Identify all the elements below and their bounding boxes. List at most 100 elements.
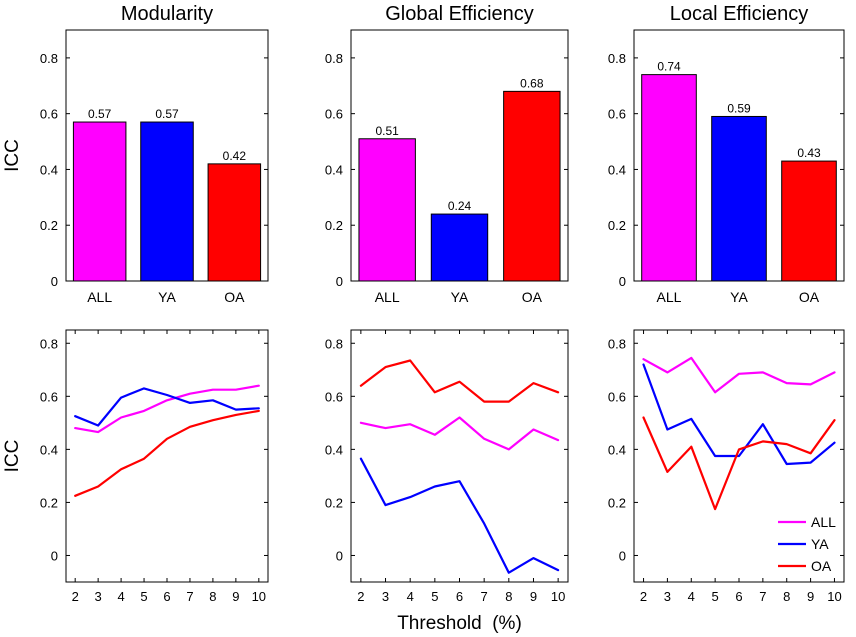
bar-panel-3: Local Efficiency 0 0.2 0.4 0.6 0.8 0.74 ALL 0.59… <box>608 3 845 305</box>
series-line-ya <box>359 457 560 574</box>
x-tick-label: 10 <box>827 589 841 604</box>
bar-all <box>72 121 127 282</box>
y-tick-label: 0.6 <box>40 107 58 122</box>
bar-all <box>358 138 416 282</box>
x-tick-label: 3 <box>664 589 671 604</box>
bar-oa <box>207 163 262 282</box>
y-tick-label: 0 <box>619 548 626 563</box>
x-tick-label: 5 <box>712 589 719 604</box>
plot-frame <box>350 29 569 282</box>
x-category-label: ALL <box>657 289 682 305</box>
plot-frame <box>65 29 269 282</box>
series-line-oa <box>642 416 836 511</box>
y-tick-label: 0 <box>51 548 58 563</box>
y-axis-title: ICC <box>2 139 23 172</box>
bar-value-label: 0.59 <box>727 101 751 115</box>
y-tick-label: 0.4 <box>325 442 343 457</box>
x-axis-title: Threshold (%) <box>397 613 522 634</box>
x-tick-label: 6 <box>735 589 742 604</box>
bar-oa <box>503 90 561 282</box>
x-category-label: YA <box>451 289 469 305</box>
bar-panel-2: Global Efficiency 0 0.2 0.4 0.6 0.8 0.51 ALL 0.2… <box>325 3 569 305</box>
x-tick-label: 9 <box>232 589 239 604</box>
x-category-label: ALL <box>375 289 400 305</box>
bar-value-label: 0.42 <box>223 149 247 163</box>
x-tick-label: 8 <box>209 589 216 604</box>
series-line-all <box>74 384 260 434</box>
y-tick-label: 0.8 <box>40 51 58 66</box>
y-tick-label: 0.4 <box>608 442 626 457</box>
y-tick-label: 0.6 <box>608 107 626 122</box>
x-category-label: OA <box>799 289 820 305</box>
panel-title: Local Efficiency <box>670 3 809 25</box>
x-tick-label: 2 <box>357 589 364 604</box>
bar-value-label: 0.57 <box>155 107 179 121</box>
legend: ALL YA OA <box>778 514 836 574</box>
x-category-label: ALL <box>87 289 112 305</box>
x-tick-label: 3 <box>382 589 389 604</box>
y-tick-label: 0.4 <box>40 162 58 177</box>
series-line-all <box>642 356 836 394</box>
x-tick-label: 10 <box>252 589 266 604</box>
y-tick-label: 0.8 <box>40 336 58 351</box>
x-tick-label: 5 <box>140 589 147 604</box>
panel-title: Global Efficiency <box>385 3 534 25</box>
bar-value-label: 0.57 <box>88 107 112 121</box>
x-tick-label: 4 <box>117 589 124 604</box>
series-line-oa <box>74 409 260 497</box>
x-tick-label: 4 <box>407 589 414 604</box>
y-tick-label: 0.8 <box>608 51 626 66</box>
bar-ya <box>430 213 489 282</box>
y-tick-label: 0.2 <box>40 218 58 233</box>
series-line-all <box>359 416 560 451</box>
x-tick-label: 4 <box>688 589 695 604</box>
x-category-label: OA <box>224 289 245 305</box>
x-tick-label: 7 <box>186 589 193 604</box>
x-tick-label: 7 <box>759 589 766 604</box>
y-tick-label: 0 <box>336 274 343 289</box>
series-line-oa <box>359 359 560 403</box>
plot-frame <box>65 329 269 583</box>
y-tick-label: 0 <box>51 274 58 289</box>
y-tick-label: 0.2 <box>325 218 343 233</box>
x-tick-label: 8 <box>505 589 512 604</box>
y-tick-label: 0 <box>336 548 343 563</box>
y-tick-label: 0 <box>619 274 626 289</box>
x-tick-label: 6 <box>456 589 463 604</box>
line-panel-2: 0 0.2 0.4 0.6 0.8 2 3 4 5 6 7 8 9 10 Threshold (%) <box>325 329 569 634</box>
legend-label: OA <box>811 558 832 574</box>
x-tick-label: 2 <box>640 589 647 604</box>
y-tick-label: 0.8 <box>608 336 626 351</box>
x-tick-label: 9 <box>530 589 537 604</box>
x-category-label: OA <box>522 289 543 305</box>
bar-ya <box>711 115 767 282</box>
y-tick-label: 0.4 <box>325 162 343 177</box>
line-panel-1: 0 0.2 0.4 0.6 0.8 2 3 4 5 6 7 8 9 10 ICC <box>2 329 269 604</box>
plot-frame <box>633 329 845 583</box>
bar-oa <box>781 160 837 282</box>
y-tick-label: 0.6 <box>608 389 626 404</box>
plot-frame <box>350 329 569 583</box>
x-tick-label: 9 <box>807 589 814 604</box>
x-category-label: YA <box>730 289 748 305</box>
y-tick-label: 0.8 <box>325 336 343 351</box>
series-line-ya <box>74 387 260 427</box>
bar-value-label: 0.24 <box>448 199 472 213</box>
x-tick-label: 6 <box>163 589 170 604</box>
y-tick-label: 0.4 <box>608 162 626 177</box>
x-tick-label: 8 <box>783 589 790 604</box>
bar-panel-1: Modularity 0 0.2 0.4 0.6 0.8 0.57 ALL 0.57 YA 0.42… <box>2 3 269 305</box>
plot-frame <box>633 29 845 282</box>
x-tick-label: 2 <box>72 589 79 604</box>
bar-value-label: 0.74 <box>657 60 681 74</box>
x-tick-label: 5 <box>431 589 438 604</box>
bar-value-label: 0.51 <box>375 124 399 138</box>
x-tick-label: 3 <box>95 589 102 604</box>
y-tick-label: 0.2 <box>40 495 58 510</box>
y-tick-label: 0.6 <box>325 389 343 404</box>
bar-value-label: 0.68 <box>520 76 544 90</box>
y-tick-label: 0.2 <box>325 495 343 510</box>
y-tick-label: 0.8 <box>325 51 343 66</box>
bar-value-label: 0.43 <box>797 146 821 160</box>
